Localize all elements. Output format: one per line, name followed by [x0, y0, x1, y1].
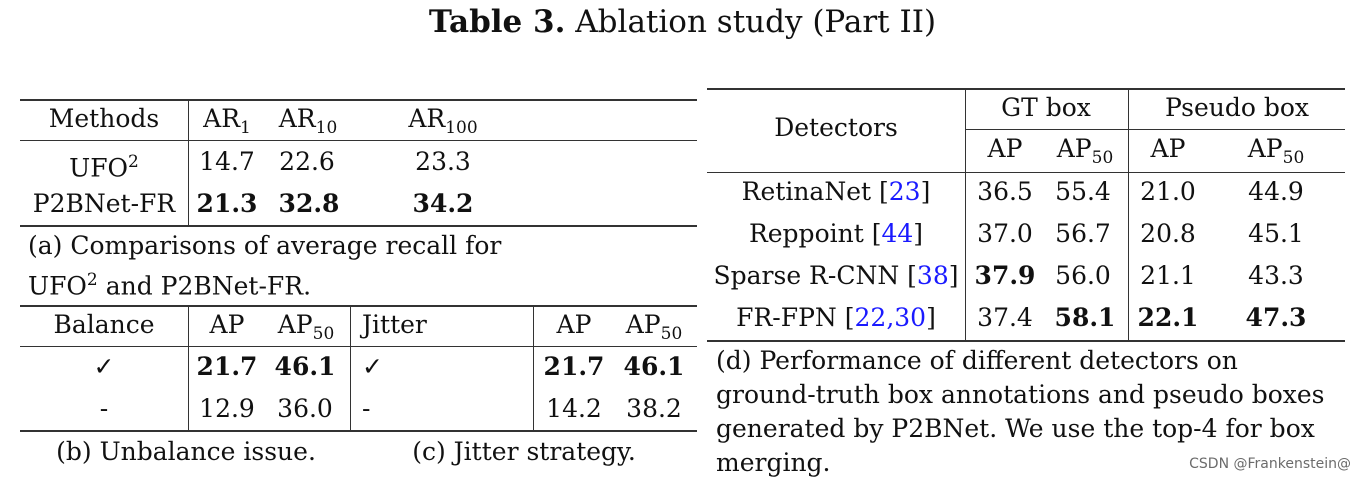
table-a-bottom-rule [20, 225, 697, 227]
table-c-divider [533, 305, 534, 431]
table-d-caption-line: generated by P2BNet. We use the top-4 fo… [716, 414, 1315, 443]
table-c-header-ap50: AP50 [625, 310, 683, 344]
table-cell: 36.0 [277, 394, 333, 423]
table-cell: 34.2 [412, 189, 474, 218]
table-title: Table 3. Ablation study (Part II) [0, 4, 1365, 40]
table-d-header-rule [707, 172, 1345, 173]
table-cell: 20.8 [1140, 219, 1196, 248]
table-row: Sparse R-CNN [38] [713, 261, 959, 290]
table-a-caption-line2: UFO2 and P2BNet-FR. [28, 270, 312, 301]
citation-link[interactable]: 23 [888, 177, 921, 206]
table-cell: 32.8 [278, 189, 340, 218]
table-a-top-rule [20, 99, 697, 101]
table-d-bottom-rule [707, 340, 1345, 342]
table-cell: 12.9 [199, 394, 255, 423]
citation-link[interactable]: 22,30 [854, 303, 927, 332]
table-cell: 43.3 [1248, 261, 1304, 290]
table-cell: 56.0 [1055, 261, 1111, 290]
table-d-top-rule [707, 88, 1345, 90]
table-cell: 21.1 [1140, 261, 1196, 290]
table-cell: 37.4 [977, 303, 1033, 332]
check-icon: ✓ [362, 352, 383, 381]
table-cell: 23.3 [415, 147, 471, 176]
table-title-text: Ablation study (Part II) [575, 4, 937, 40]
table-b-header-balance: Balance [53, 310, 155, 339]
table-bc-header-rule [20, 346, 697, 347]
table-row: P2BNet-FR [32, 189, 176, 218]
table-d-header-gt-ap50: AP50 [1056, 134, 1114, 168]
table-row: UFO2 [69, 152, 139, 183]
table-cell: 37.0 [977, 219, 1033, 248]
table-cell: 55.4 [1055, 177, 1111, 206]
table-d-caption-line: merging. [716, 448, 831, 477]
table-cell: 47.3 [1245, 303, 1307, 332]
table-a-header-ar1: AR1 [203, 104, 251, 138]
table-c-header-ap: AP [556, 310, 592, 339]
table-cell: 46.1 [623, 352, 685, 381]
table-d-group-rule [965, 129, 1345, 130]
table-cell: 21.3 [196, 189, 258, 218]
table-d-divider-1 [965, 88, 966, 341]
table-cell: 22.1 [1137, 303, 1199, 332]
table-a-caption-line1: (a) Comparisons of average recall for [28, 231, 502, 260]
table-b-divider [188, 305, 189, 431]
table-d-header-gt-box: GT box [1001, 93, 1091, 122]
table-cell: 14.7 [199, 147, 255, 176]
table-a-header-rule [20, 140, 697, 141]
table-row: RetinaNet [23] [741, 177, 931, 206]
table-d-header-gt-ap: AP [987, 134, 1023, 163]
table-cell: 46.1 [274, 352, 336, 381]
watermark: CSDN @Frankenstein@ [1189, 456, 1351, 472]
table-c-header-jitter: Jitter [362, 310, 427, 339]
citation-link[interactable]: 44 [881, 219, 914, 248]
table-b-header-ap50: AP50 [277, 310, 335, 344]
table-cell: 44.9 [1248, 177, 1304, 206]
table-cell: - [362, 394, 371, 423]
check-icon: ✓ [93, 352, 115, 381]
table-number: Table 3. [428, 4, 566, 40]
table-d-header-ps-ap50: AP50 [1247, 134, 1305, 168]
table-c-caption: (c) Jitter strategy. [412, 437, 636, 466]
table-cell: 37.9 [974, 261, 1036, 290]
table-d-caption-line: ground-truth box annotations and pseudo … [716, 380, 1325, 409]
table-cell: 36.5 [977, 177, 1033, 206]
table-d-header-pseudo-box: Pseudo box [1164, 93, 1310, 122]
table-b-header-ap: AP [209, 310, 245, 339]
table-cell: 38.2 [626, 394, 682, 423]
table-d-divider-2 [1128, 88, 1129, 341]
table-bc-top-rule [20, 305, 697, 307]
table-cell: 58.1 [1054, 303, 1116, 332]
table-cell: 21.0 [1140, 177, 1196, 206]
table-cell: 14.2 [546, 394, 602, 423]
table-a-divider [188, 99, 189, 226]
citation-link[interactable]: 38 [916, 261, 949, 290]
table-a-header-methods: Methods [48, 104, 160, 133]
table-cell: 56.7 [1055, 219, 1111, 248]
table-cell: - [99, 394, 109, 423]
table-row: FR-FPN [22,30] [736, 303, 936, 332]
table-d-header-detectors: Detectors [774, 113, 898, 142]
table-cell: 45.1 [1248, 219, 1304, 248]
table-a-header-ar10: AR10 [278, 104, 338, 138]
table-cell: 21.7 [196, 352, 258, 381]
table-d-caption-line: (d) Performance of different detectors o… [716, 346, 1238, 375]
table-b-caption: (b) Unbalance issue. [56, 437, 316, 466]
table-cell: 21.7 [543, 352, 605, 381]
table-bc-bottom-rule [20, 430, 697, 432]
table-bc-divider [350, 305, 351, 431]
table-a-header-ar100: AR100 [408, 104, 478, 138]
table-row: Reppoint [44] [748, 219, 924, 248]
table-cell: 22.6 [279, 147, 335, 176]
table-d-header-ps-ap: AP [1150, 134, 1186, 163]
